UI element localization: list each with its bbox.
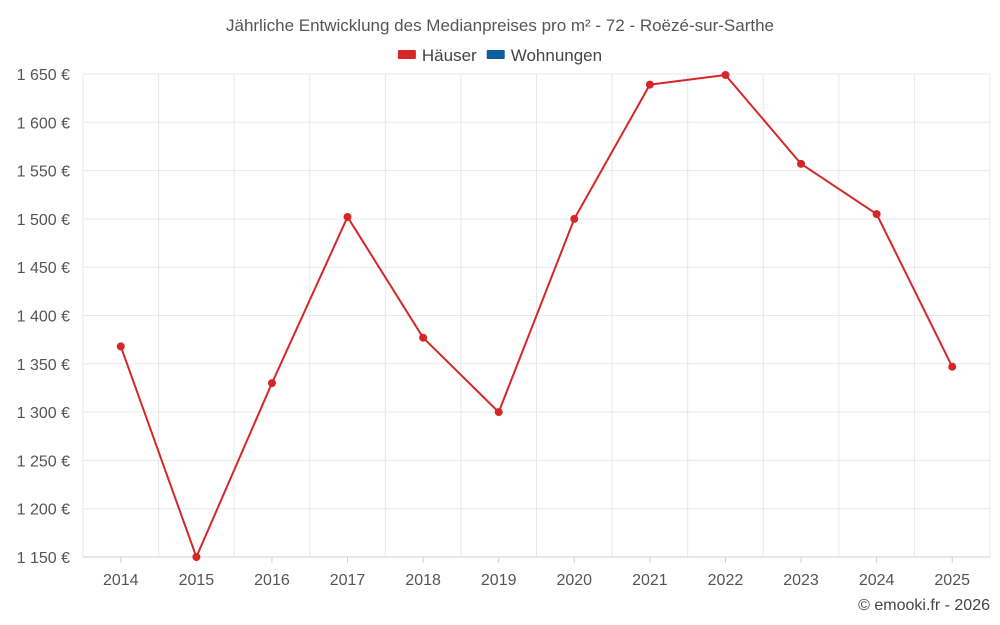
chart-title: Jährliche Entwicklung des Medianpreises … [226, 16, 774, 35]
x-tick-label: 2019 [481, 572, 517, 589]
legend-swatch[interactable] [486, 50, 505, 59]
data-point[interactable] [419, 333, 428, 342]
x-tick-label: 2024 [859, 572, 895, 589]
data-point[interactable] [267, 379, 276, 388]
data-point[interactable] [494, 408, 503, 417]
x-tick-label: 2016 [254, 572, 290, 589]
data-point[interactable] [797, 159, 806, 168]
data-point[interactable] [948, 362, 957, 371]
data-point[interactable] [872, 210, 881, 219]
x-tick-label: 2023 [783, 572, 819, 589]
x-tick-label: 2017 [330, 572, 366, 589]
data-point[interactable] [116, 342, 125, 351]
x-tick-label: 2020 [556, 572, 592, 589]
x-tick-label: 2025 [934, 572, 970, 589]
y-tick-label: 1 150 € [17, 550, 70, 567]
y-tick-label: 1 600 € [17, 115, 70, 132]
data-point[interactable] [343, 212, 352, 221]
data-point[interactable] [570, 214, 579, 223]
y-tick-label: 1 450 € [17, 260, 70, 277]
legend-label[interactable]: Häuser [422, 46, 477, 65]
x-tick-label: 2014 [103, 572, 139, 589]
y-tick-label: 1 400 € [17, 309, 70, 326]
x-tick-label: 2018 [405, 572, 441, 589]
data-point[interactable] [192, 553, 201, 561]
data-point[interactable] [645, 80, 654, 89]
y-tick-label: 1 300 € [17, 405, 70, 422]
y-tick-label: 1 250 € [17, 453, 70, 470]
series-group [116, 70, 957, 561]
legend[interactable]: Häuser Wohnungen [397, 46, 602, 65]
x-axis: 2014 2015 2016 2017 2018 2019 2020 2021 2022 2023… [103, 557, 970, 589]
y-tick-label: 1 200 € [17, 502, 70, 519]
y-axis: 1 150 € 1 200 € 1 250 € 1 300 € 1 350 € 1 400… [17, 67, 70, 567]
x-tick-label: 2015 [179, 572, 215, 589]
y-tick-label: 1 550 € [17, 164, 70, 181]
legend-swatch[interactable] [397, 50, 416, 59]
credit-text: © emooki.fr - 2026 [858, 597, 990, 614]
x-tick-label: 2022 [708, 572, 744, 589]
legend-label[interactable]: Wohnungen [511, 46, 602, 65]
y-tick-label: 1 650 € [17, 67, 70, 84]
data-point[interactable] [721, 70, 730, 79]
y-tick-label: 1 350 € [17, 357, 70, 374]
x-tick-label: 2021 [632, 572, 668, 589]
y-tick-label: 1 500 € [17, 212, 70, 229]
series-line [119, 73, 954, 558]
